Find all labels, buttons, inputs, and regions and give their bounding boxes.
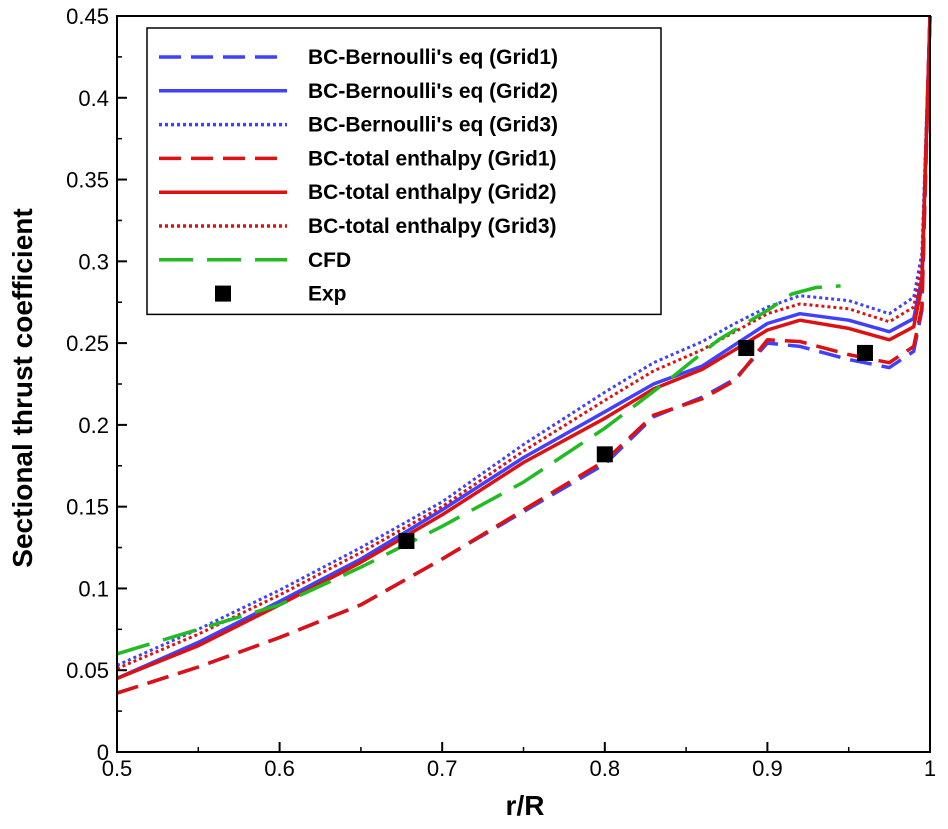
legend-label-6: BC-total enthalpy (Grid3) (308, 215, 557, 238)
legend-box (146, 27, 662, 316)
y-tick-label: 0.1 (78, 576, 109, 601)
x-tick-label: 0.5 (102, 756, 133, 781)
exp-point-3 (738, 340, 755, 357)
legend-label-7: CFD (308, 249, 351, 272)
x-tick-label: 0.9 (752, 756, 783, 781)
series-line-3 (116, 15, 932, 667)
series-line-4 (116, 15, 932, 695)
y-tick-label: 0.2 (78, 413, 109, 438)
exp-point-1 (398, 533, 415, 550)
y-tick-label: 0.05 (66, 658, 109, 683)
y-tick-label: 0.3 (78, 249, 109, 274)
x-tick-label: 0.7 (427, 756, 458, 781)
legend: BC-Bernoulli's eq (Grid1) BC-Bernoulli's … (146, 27, 662, 316)
legend-label-2: BC-Bernoulli's eq (Grid2) (308, 80, 558, 103)
x-axis-title: r/R (506, 790, 545, 821)
series-line-7 (116, 284, 841, 656)
x-tick-label: 0.6 (264, 756, 295, 781)
y-tick-label: 0.4 (78, 86, 109, 111)
axes-group: 0.5 0.6 0.7 0.8 0.9 1 0 0.05 0.1 0.15 0.2 0.25 0.3 0.… (66, 4, 936, 781)
exp-point-2 (596, 446, 613, 463)
series-line-5 (116, 15, 932, 681)
y-tick-label: 0 (97, 740, 109, 765)
series-line-2 (116, 15, 932, 681)
legend-label-8: Exp (308, 283, 347, 306)
legend-label-4: BC-total enthalpy (Grid1) (308, 147, 557, 170)
legend-label-3: BC-Bernoulli's eq (Grid3) (308, 114, 558, 137)
legend-swatch-8 (215, 285, 231, 302)
y-axis-title: Sectional thrust coefficient (7, 208, 38, 567)
y-tick-label: 0.35 (66, 168, 109, 193)
series-group (116, 15, 932, 695)
y-tick-label: 0.25 (66, 331, 109, 356)
exp-point-4 (856, 344, 873, 361)
x-tick-label: 1 (924, 756, 936, 781)
x-tick-label: 0.8 (590, 756, 621, 781)
scatter-group (398, 340, 873, 550)
series-line-6 (116, 15, 932, 670)
legend-label-5: BC-total enthalpy (Grid2) (308, 181, 557, 204)
legend-label-1: BC-Bernoulli's eq (Grid1) (308, 46, 558, 69)
y-tick-label: 0.15 (66, 495, 109, 520)
y-tick-label: 0.45 (66, 4, 109, 29)
